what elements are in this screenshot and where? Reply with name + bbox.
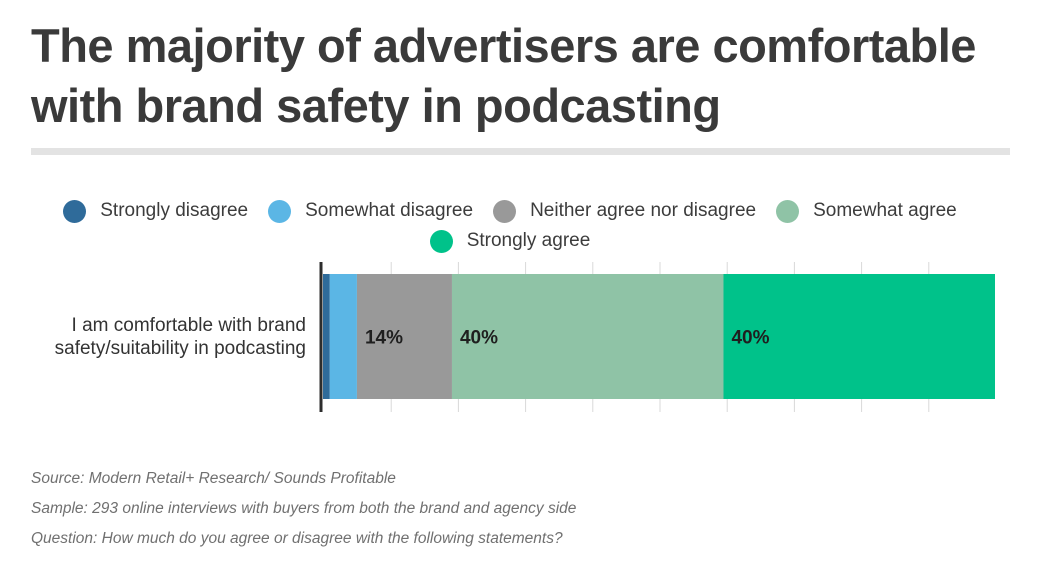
question-note: Question: How much do you agree or disag…: [31, 530, 563, 547]
title-divider: [31, 148, 1010, 155]
bar-segment-somewhat-agree: [451, 274, 724, 399]
sample-note: Sample: 293 online interviews with buyer…: [31, 500, 577, 517]
category-label: I am comfortable with brand safety/suita…: [54, 315, 306, 359]
legend-swatch-somewhat-agree: [776, 199, 800, 223]
legend-swatch-neither: [493, 199, 517, 223]
legend-label: Somewhat agree: [813, 200, 957, 221]
data-label: 40%: [731, 328, 769, 349]
source-note: Source: Modern Retail+ Research/ Sounds …: [31, 470, 396, 487]
bar-segment-strongly-agree: [723, 274, 995, 399]
legend-item-neither: Neither agree nor disagree: [493, 199, 756, 223]
legend-item-somewhat-disagree: Somewhat disagree: [268, 199, 473, 223]
legend-swatch-strongly-disagree: [63, 199, 87, 223]
chart-notes: Source: Modern Retail+ Research/ Sounds …: [31, 464, 576, 554]
legend-label: Neither agree nor disagree: [530, 200, 757, 221]
legend-swatch-somewhat-disagree: [268, 199, 292, 223]
legend-item-strongly-disagree: Strongly disagree: [63, 199, 248, 223]
chart-legend: Strongly disagree Somewhat disagree Neit…: [30, 199, 990, 253]
legend-label: Strongly disagree: [100, 200, 249, 221]
legend-item-strongly-agree: Strongly agree: [429, 229, 591, 253]
legend-label: Somewhat disagree: [305, 200, 474, 221]
bar-segment-somewhat-disagree: [329, 274, 357, 399]
legend-item-somewhat-agree: Somewhat agree: [776, 199, 957, 223]
data-label: 40%: [460, 328, 498, 349]
data-label: 14%: [365, 328, 403, 349]
legend-swatch-strongly-agree: [429, 229, 453, 253]
chart-title: The majority of advertisers are comforta…: [31, 19, 976, 132]
bar-segment-neither-agree-nor-disagree: [356, 274, 452, 399]
legend-label: Strongly agree: [466, 230, 591, 251]
bar-segment-strongly-disagree: [323, 274, 330, 399]
